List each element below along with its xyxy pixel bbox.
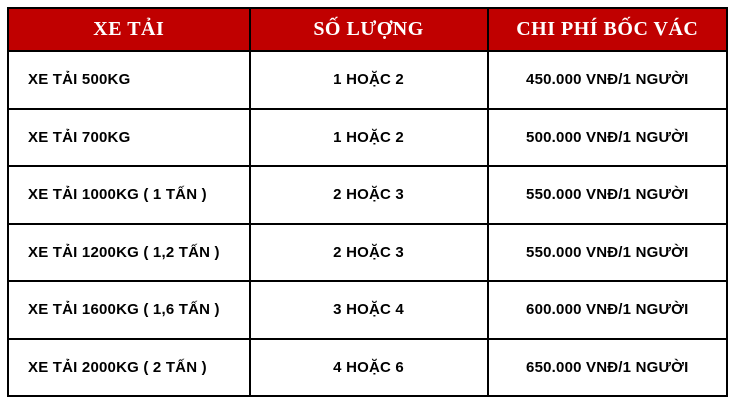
header-row: XE TẢI SỐ LƯỢNG CHI PHÍ BỐC VÁC xyxy=(7,7,729,52)
table-header: XE TẢI SỐ LƯỢNG CHI PHÍ BỐC VÁC xyxy=(7,7,729,52)
truck-cell: XE TẢI 1200KG ( 1,2 TẤN ) xyxy=(7,222,251,282)
truck-cell: XE TẢI 1000KG ( 1 TẤN ) xyxy=(7,165,251,225)
table-row: XE TẢI 500KG 1 HOẶC 2 450.000 VNĐ/1 NGƯỜ… xyxy=(7,50,729,110)
truck-cell: XE TẢI 500KG xyxy=(7,50,251,110)
header-cell-quantity: SỐ LƯỢNG xyxy=(248,7,489,52)
truck-cell: XE TẢI 1600KG ( 1,6 TẤN ) xyxy=(7,280,251,340)
quantity-cell: 3 HOẶC 4 xyxy=(248,280,489,340)
cost-cell: 500.000 VNĐ/1 NGƯỜI xyxy=(486,107,729,167)
quantity-cell: 2 HOẶC 3 xyxy=(248,222,489,282)
table-body: XE TẢI 500KG 1 HOẶC 2 450.000 VNĐ/1 NGƯỜ… xyxy=(7,50,729,397)
quantity-cell: 2 HOẶC 3 xyxy=(248,165,489,225)
truck-cell: XE TẢI 700KG xyxy=(7,107,251,167)
quantity-cell: 1 HOẶC 2 xyxy=(248,107,489,167)
cost-cell: 450.000 VNĐ/1 NGƯỜI xyxy=(486,50,729,110)
cost-cell: 550.000 VNĐ/1 NGƯỜI xyxy=(486,165,729,225)
pricing-table-container: XE TẢI SỐ LƯỢNG CHI PHÍ BỐC VÁC XE TẢI 5… xyxy=(7,7,729,397)
cost-cell: 600.000 VNĐ/1 NGƯỜI xyxy=(486,280,729,340)
cost-cell: 550.000 VNĐ/1 NGƯỜI xyxy=(486,222,729,282)
table-row: XE TẢI 1600KG ( 1,6 TẤN ) 3 HOẶC 4 600.0… xyxy=(7,280,729,340)
header-cell-cost: CHI PHÍ BỐC VÁC xyxy=(486,7,729,52)
quantity-cell: 1 HOẶC 2 xyxy=(248,50,489,110)
table-row: XE TẢI 1000KG ( 1 TẤN ) 2 HOẶC 3 550.000… xyxy=(7,165,729,225)
table-row: XE TẢI 2000KG ( 2 TẤN ) 4 HOẶC 6 650.000… xyxy=(7,337,729,397)
header-cell-truck: XE TẢI xyxy=(7,7,251,52)
table-row: XE TẢI 1200KG ( 1,2 TẤN ) 2 HOẶC 3 550.0… xyxy=(7,222,729,282)
pricing-table: XE TẢI SỐ LƯỢNG CHI PHÍ BỐC VÁC XE TẢI 5… xyxy=(7,7,729,397)
truck-cell: XE TẢI 2000KG ( 2 TẤN ) xyxy=(7,337,251,397)
quantity-cell: 4 HOẶC 6 xyxy=(248,337,489,397)
cost-cell: 650.000 VNĐ/1 NGƯỜI xyxy=(486,337,729,397)
table-row: XE TẢI 700KG 1 HOẶC 2 500.000 VNĐ/1 NGƯỜ… xyxy=(7,107,729,167)
